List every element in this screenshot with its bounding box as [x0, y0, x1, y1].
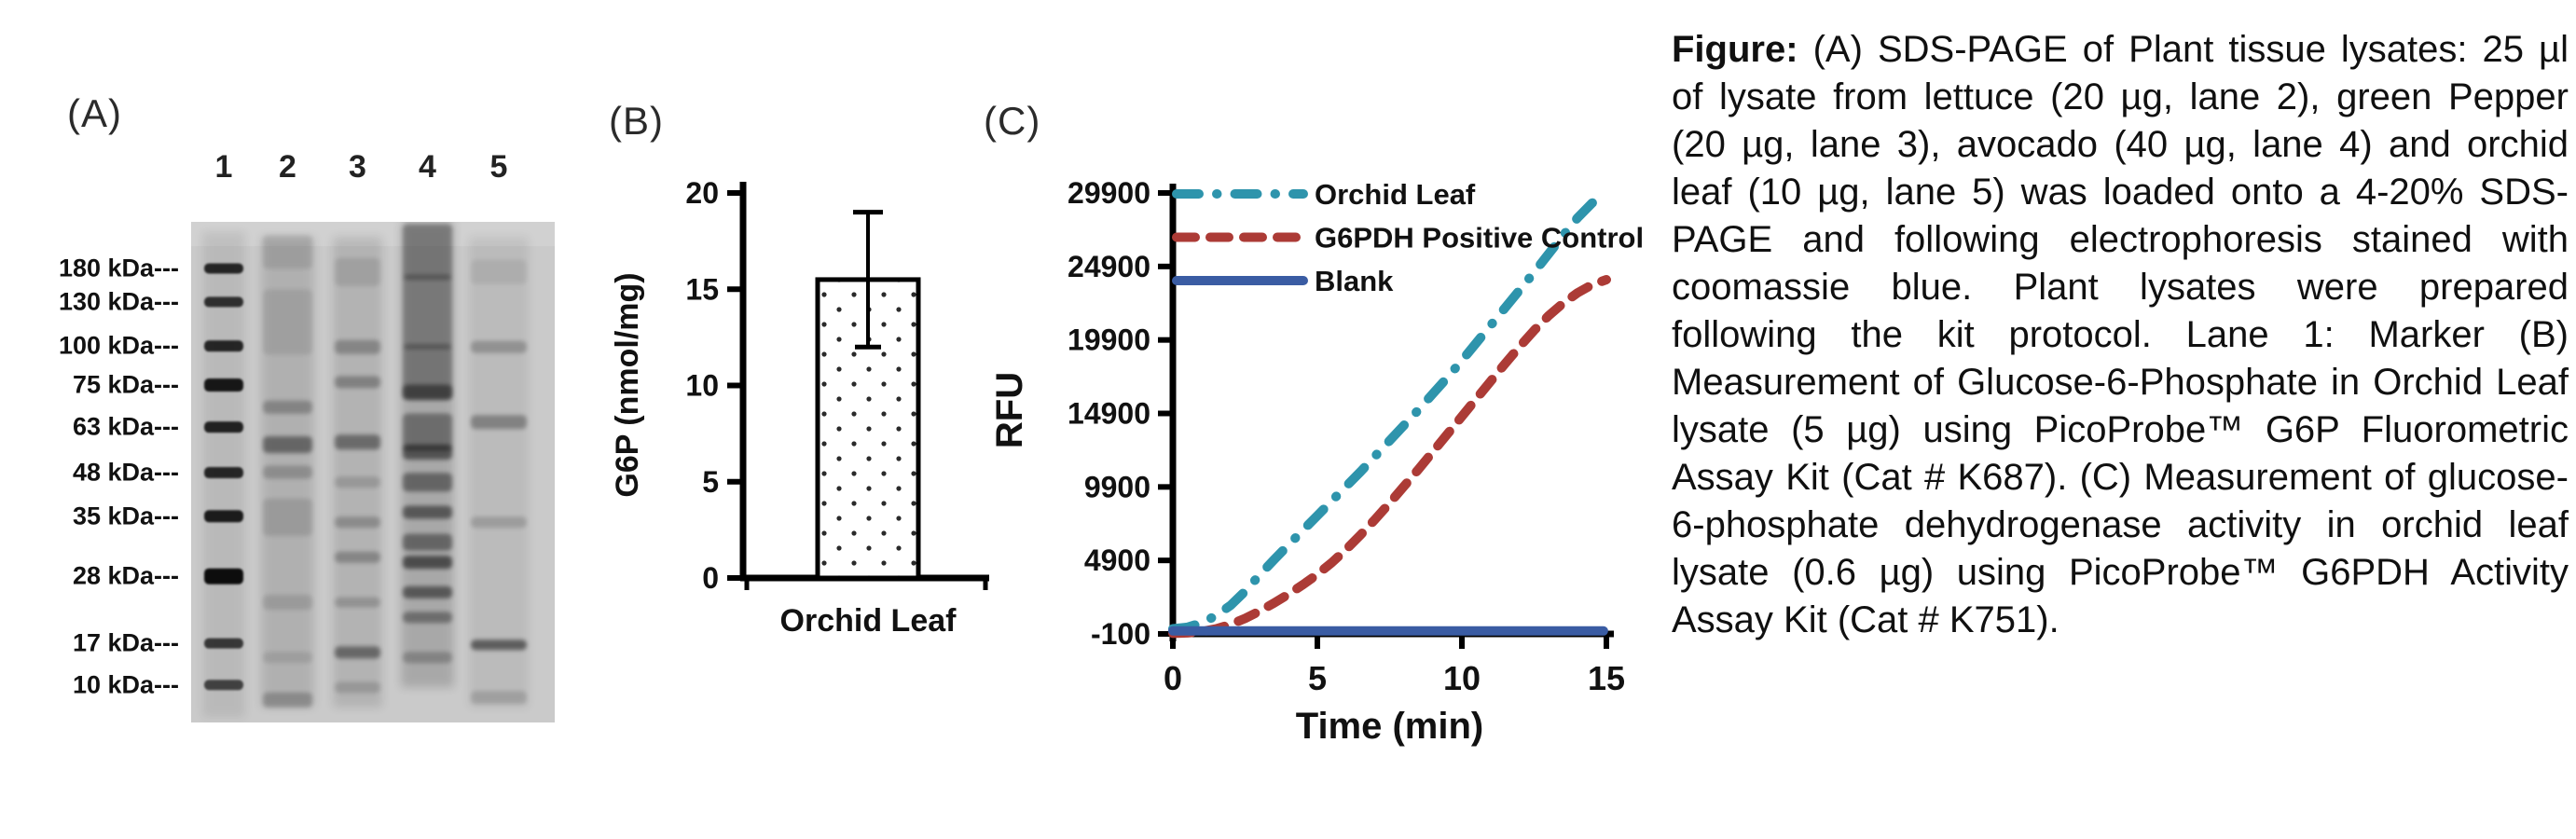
- lane-3-green-pepper-band: [335, 681, 380, 694]
- panel-a-label: (A): [67, 91, 122, 135]
- lane-3-green-pepper-band: [335, 551, 380, 563]
- lane-3-green-pepper-band: [335, 434, 380, 450]
- b-ytick-20: 20: [685, 176, 719, 210]
- lane-1-marker-band: [204, 296, 243, 308]
- gel-marker-label-63kda: 63 kDa---: [72, 412, 179, 441]
- lane-2-lettuce-band: [263, 400, 312, 414]
- lane-1-marker-band: [204, 263, 243, 274]
- lane-3-green-pepper-band: [335, 257, 380, 286]
- gel-marker-label-10kda: 10 kDa---: [72, 670, 179, 699]
- lane-1-marker-band: [204, 421, 243, 433]
- gel-lane-number-3: 3: [349, 149, 366, 185]
- lane-2-lettuce-band: [263, 235, 312, 269]
- lane-4-avocado-band: [403, 224, 452, 281]
- lane-5-orchid-leaf-band: [471, 340, 527, 353]
- c-y-axis-label: RFU: [989, 372, 1030, 448]
- panel-c-label: (C): [984, 99, 1041, 143]
- lane-4-avocado-band: [403, 533, 452, 551]
- gel-lane-number-1: 1: [214, 149, 233, 185]
- gel-lane-number-4: 4: [419, 149, 436, 185]
- g6pdh-kinetics-line-chart: -100 4900 9900 14900 19900 24900 29900 0 5 10 15 Ti…: [989, 176, 1644, 747]
- c-x-axis-label: Time (min): [1296, 706, 1484, 747]
- lane-2-lettuce-band: [263, 595, 312, 611]
- lane-2-lettuce-band: [263, 465, 312, 479]
- lane-4-avocado-band: [403, 413, 452, 451]
- lane-2-lettuce-band: [263, 498, 312, 536]
- lane-3-green-pepper-band: [335, 597, 380, 608]
- figure-caption-text: (A) SDS-PAGE of Plant tissue lysates: 25…: [1672, 29, 2569, 640]
- lane-3-green-pepper-band: [335, 646, 380, 659]
- lane-5-orchid-leaf-band: [471, 640, 527, 651]
- c-ytick-19900: 19900: [1068, 323, 1150, 357]
- c-xtick-15: 15: [1588, 659, 1625, 697]
- lane-2-lettuce-band: [263, 289, 312, 355]
- lane-5-orchid-leaf-band: [471, 691, 527, 705]
- lane-1-marker-band: [204, 378, 243, 392]
- lane-1-marker-band: [204, 568, 243, 585]
- lane-1-marker-band: [204, 467, 243, 479]
- b-ytick-15: 15: [685, 272, 719, 306]
- b-category-label: Orchid Leaf: [780, 603, 957, 639]
- figure-caption-label: Figure:: [1672, 29, 1798, 70]
- gel-marker-label-17kda: 17 kDa---: [72, 628, 179, 657]
- c-ytick-9900: 9900: [1084, 470, 1150, 503]
- lane-5-orchid-leaf-band: [471, 415, 527, 430]
- lane-3-green-pepper-band: [335, 339, 380, 354]
- lane-1-marker-band: [204, 680, 243, 691]
- b-ytick-5: 5: [702, 465, 719, 499]
- lane-2-lettuce-band: [263, 692, 312, 708]
- g6p-bar-chart: 0 5 10 15 20 Orchid Leaf G6P (nmol/mg): [610, 176, 989, 639]
- lane-3-green-pepper: [333, 237, 382, 708]
- gel-marker-label-35kda: 35 kDa---: [72, 502, 179, 530]
- lane-5-orchid-leaf-band: [471, 516, 527, 529]
- lane-1-marker-band: [204, 638, 243, 649]
- lane-3-green-pepper-band: [335, 516, 380, 529]
- lane-1-marker-band: [204, 510, 243, 523]
- sds-page-gel-image: [191, 222, 555, 722]
- lane-4-avocado-band: [403, 505, 452, 519]
- lane-5-orchid-leaf: [469, 237, 529, 708]
- gel-marker-label-180kda: 180 kDa---: [58, 254, 179, 282]
- lane-4-avocado-band: [403, 473, 452, 492]
- c-ytick-4900: 4900: [1084, 543, 1150, 577]
- c-xtick-10: 10: [1443, 659, 1481, 697]
- lane-4-avocado-band: [403, 556, 452, 570]
- c-legend-label-g6pdh-positive-control: G6PDH Positive Control: [1315, 222, 1644, 254]
- c-ytick-14900: 14900: [1068, 397, 1150, 431]
- b-y-axis-label: G6P (nmol/mg): [610, 272, 645, 497]
- lane-4-avocado-band: [403, 274, 452, 350]
- lane-2-lettuce-band: [263, 652, 312, 664]
- lane-3-green-pepper-band: [335, 476, 380, 488]
- gel-marker-label-75kda: 75 kDa---: [72, 370, 179, 399]
- lane-4-avocado-band: [403, 384, 452, 400]
- c-xtick-0: 0: [1164, 659, 1182, 697]
- figure-caption: Figure: (A) SDS-PAGE of Plant tissue lys…: [1672, 26, 2569, 644]
- lane-5-orchid-leaf-band: [471, 259, 527, 284]
- b-ytick-10: 10: [685, 369, 719, 403]
- gel-marker-label-28kda: 28 kDa---: [72, 561, 179, 590]
- c-ytick-29900: 29900: [1068, 176, 1150, 210]
- lane-2-lettuce-band: [263, 435, 312, 453]
- c-ytick-24900: 24900: [1068, 250, 1150, 283]
- c-legend-label-blank: Blank: [1315, 265, 1394, 297]
- lane-4-avocado-band: [403, 445, 452, 461]
- b-ytick-0: 0: [702, 561, 719, 595]
- lane-4-avocado-band: [403, 652, 452, 664]
- gel-marker-label-130kda: 130 kDa---: [58, 287, 179, 316]
- lane-1-marker-band: [204, 340, 243, 352]
- c-ytick--100: -100: [1091, 617, 1150, 651]
- c-legend-label-orchid-leaf: Orchid Leaf: [1315, 178, 1476, 211]
- lane-4-avocado-band: [403, 585, 452, 598]
- lane-4-avocado-band: [403, 612, 452, 624]
- gel-marker-label-48kda: 48 kDa---: [72, 458, 179, 487]
- gel-marker-label-100kda: 100 kDa---: [58, 331, 179, 360]
- lane-3-green-pepper-band: [335, 376, 380, 389]
- c-series-orchid-leaf: [1168, 188, 1611, 634]
- gel-lane-number-2: 2: [279, 149, 296, 185]
- gel-lane-number-5: 5: [489, 149, 508, 185]
- c-xtick-5: 5: [1308, 659, 1327, 697]
- panel-b-label: (B): [609, 99, 664, 143]
- c-series-g6pdh-positive-control: [1168, 275, 1611, 639]
